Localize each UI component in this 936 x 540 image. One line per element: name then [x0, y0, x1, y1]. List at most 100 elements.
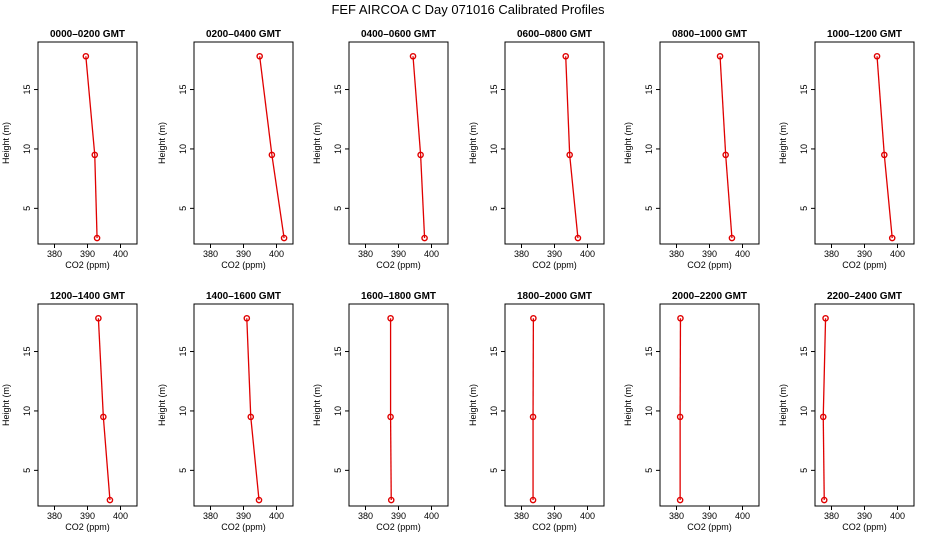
- data-point: [529, 413, 537, 421]
- y-axis-label: Height (m): [1, 122, 11, 164]
- plot-frame: [193, 303, 294, 507]
- data-point: [820, 496, 828, 504]
- data-point: [574, 234, 582, 242]
- y-tick-label: 5: [333, 468, 343, 473]
- profile-segment: [719, 56, 727, 155]
- y-tick-label: 10: [799, 144, 809, 154]
- panel-10: 1800–2000 GMT 380 390 400 5 10 15 CO2 (ppm) Heig…: [468, 291, 605, 532]
- y-tick-label: 5: [799, 468, 809, 473]
- data-point: [91, 151, 99, 159]
- y-tick-label: 15: [489, 347, 499, 357]
- panel-title: 2200–2400 GMT: [827, 291, 902, 302]
- x-axis-label: CO2 (ppm): [221, 522, 266, 532]
- data-point: [106, 496, 114, 504]
- data-point: [566, 151, 573, 159]
- plot-frame: [348, 41, 449, 245]
- profile-segment: [389, 416, 392, 501]
- plot-frame: [504, 303, 605, 507]
- data-point: [387, 413, 394, 421]
- panel-grid: 0000–0200 GMT 380 390 400 5 10 15 CO2 (ppm) Heig…: [1, 29, 915, 532]
- y-tick-label: 15: [333, 347, 343, 357]
- plot-frame: [814, 303, 915, 507]
- figure-title: FEF AIRCOA C Day 071016 Calibrated Profi…: [331, 2, 605, 17]
- panel-title: 0000–0200 GMT: [50, 29, 125, 40]
- y-tick-label: 5: [644, 206, 654, 211]
- x-tick-label: 400: [580, 249, 595, 259]
- x-tick-label: 380: [824, 511, 839, 521]
- x-tick-label: 390: [236, 249, 251, 259]
- data-point: [280, 234, 288, 242]
- data-point: [243, 314, 251, 322]
- y-tick-label: 10: [644, 406, 654, 416]
- panel-title: 0400–0600 GMT: [361, 29, 436, 40]
- y-axis-label: Height (m): [778, 384, 788, 426]
- panel-title: 1600–1800 GMT: [361, 291, 436, 302]
- x-tick-label: 390: [547, 511, 562, 521]
- x-axis-label: CO2 (ppm): [842, 260, 887, 270]
- y-tick-label: 10: [22, 406, 32, 416]
- profile-segment: [725, 154, 733, 239]
- y-tick-label: 5: [22, 468, 32, 473]
- x-tick-label: 400: [424, 249, 439, 259]
- x-tick-label: 400: [890, 511, 905, 521]
- x-tick-label: 390: [857, 511, 872, 521]
- y-axis-label: Height (m): [623, 384, 633, 426]
- x-axis-label: CO2 (ppm): [842, 522, 887, 532]
- data-point: [819, 413, 827, 421]
- profile-segment: [822, 318, 827, 417]
- profile-segment: [271, 154, 285, 239]
- panel-title: 1800–2000 GMT: [517, 291, 592, 302]
- x-tick-label: 380: [203, 511, 218, 521]
- data-point: [722, 151, 729, 159]
- plot-frame: [348, 303, 449, 507]
- x-tick-label: 380: [358, 511, 373, 521]
- x-tick-label: 400: [580, 511, 595, 521]
- x-tick-label: 380: [514, 511, 529, 521]
- y-tick-label: 15: [644, 347, 654, 357]
- data-point: [676, 413, 684, 421]
- plot-frame: [814, 41, 915, 245]
- x-axis-label: CO2 (ppm): [532, 260, 577, 270]
- panel-title: 1200–1400 GMT: [50, 291, 125, 302]
- y-tick-label: 5: [489, 206, 499, 211]
- y-tick-label: 15: [644, 85, 654, 95]
- y-axis-label: Height (m): [468, 122, 478, 164]
- y-tick-label: 15: [799, 347, 809, 357]
- data-point: [881, 151, 888, 159]
- profile-segment: [97, 318, 104, 417]
- data-point: [421, 234, 428, 242]
- data-point: [255, 496, 263, 504]
- panel-12: 2200–2400 GMT 380 390 400 5 10 15 CO2 (ppm) Heig…: [778, 291, 915, 532]
- plot-frame: [193, 41, 294, 245]
- data-point: [95, 314, 102, 322]
- y-tick-label: 5: [489, 468, 499, 473]
- profile-segment: [85, 56, 96, 155]
- x-tick-label: 380: [47, 511, 62, 521]
- y-axis-label: Height (m): [623, 122, 633, 164]
- x-tick-label: 390: [80, 511, 95, 521]
- profile-segment: [250, 416, 260, 501]
- x-axis-label: CO2 (ppm): [376, 260, 421, 270]
- panel-5: 0800–1000 GMT 380 390 400 5 10 15 CO2 (ppm) Heig…: [623, 29, 760, 270]
- y-tick-label: 10: [22, 144, 32, 154]
- panel-title: 2000–2200 GMT: [672, 291, 747, 302]
- profile-segment: [822, 416, 825, 501]
- panel-11: 2000–2200 GMT 380 390 400 5 10 15 CO2 (ppm) Heig…: [623, 291, 760, 532]
- y-tick-label: 10: [178, 406, 188, 416]
- x-axis-label: CO2 (ppm): [65, 260, 110, 270]
- x-tick-label: 400: [269, 511, 284, 521]
- data-point: [822, 314, 829, 322]
- y-tick-label: 5: [178, 206, 188, 211]
- panel-3: 0400–0600 GMT 380 390 400 5 10 15 CO2 (ppm) Heig…: [312, 29, 449, 270]
- panel-title: 0600–0800 GMT: [517, 29, 592, 40]
- x-tick-label: 400: [735, 249, 750, 259]
- profile-segment: [565, 56, 571, 155]
- data-point: [409, 52, 417, 60]
- y-axis-label: Height (m): [468, 384, 478, 426]
- profile-segment: [412, 56, 422, 155]
- plot-frame: [659, 41, 760, 245]
- x-tick-label: 400: [113, 511, 128, 521]
- plot-frame: [659, 303, 760, 507]
- profile-segment: [419, 154, 426, 239]
- panel-2: 0200–0400 GMT 380 390 400 5 10 15 CO2 (ppm) Heig…: [157, 29, 294, 270]
